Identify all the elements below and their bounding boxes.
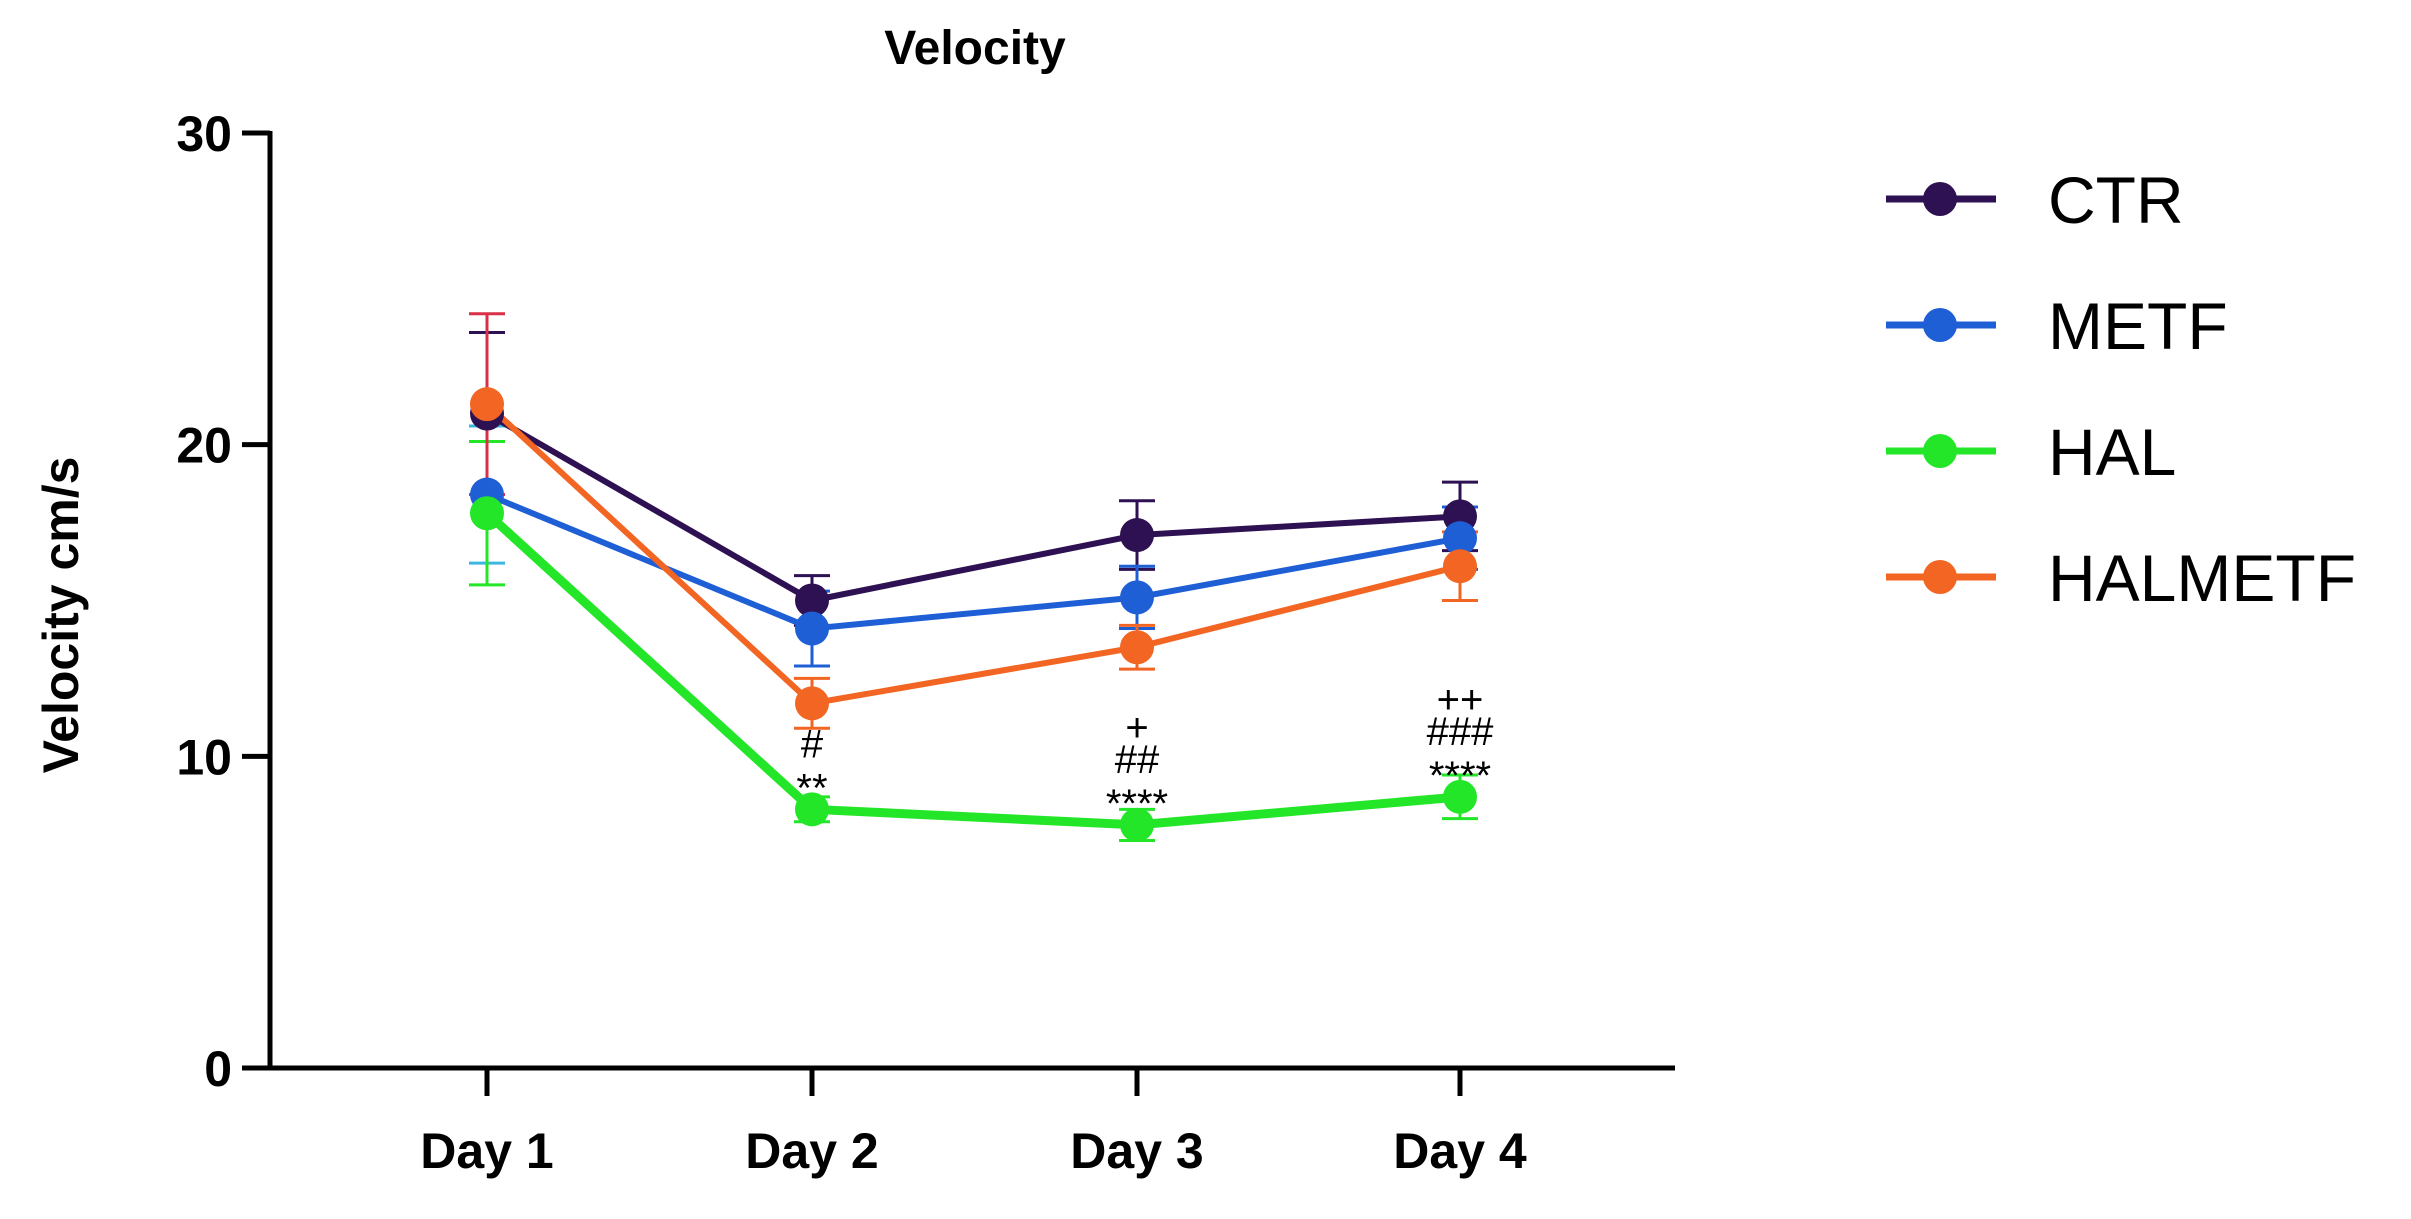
legend-label: CTR xyxy=(2048,163,2184,237)
x-tick-label: Day 2 xyxy=(745,1123,878,1179)
data-point-metf xyxy=(795,611,829,646)
legend-label: HALMETF xyxy=(2048,541,2356,615)
error-bars xyxy=(469,312,1478,842)
data-point-ctr xyxy=(1120,518,1154,553)
legend-item-halmetf: HALMETF xyxy=(1886,541,2356,615)
legend: CTR METF HAL HALMETF xyxy=(1886,163,2356,615)
significance-marker: **** xyxy=(1429,754,1491,798)
y-tick-label: 10 xyxy=(176,729,232,785)
legend-item-metf: METF xyxy=(1886,289,2228,363)
data-point-metf xyxy=(1443,521,1477,556)
series-line-ctr xyxy=(485,410,1461,604)
data-point-metf xyxy=(1120,580,1154,615)
data-point-hal xyxy=(1443,779,1477,814)
y-tick-label: 20 xyxy=(176,418,232,474)
series-line-hal xyxy=(483,509,1461,830)
legend-label: METF xyxy=(2048,289,2228,363)
data-point-halmetf xyxy=(1120,630,1154,665)
significance-marker: ## xyxy=(1115,738,1160,782)
legend-marker xyxy=(1923,434,1957,468)
data-point-halmetf xyxy=(1443,549,1477,584)
y-tick-label: 0 xyxy=(204,1041,232,1097)
axes: 0 10 20 30 Day 1 Day 2 Day 3 Day 4 xyxy=(176,106,1675,1179)
significance-marker: + xyxy=(1125,706,1148,750)
x-tick-label: Day 1 xyxy=(420,1123,553,1179)
series-line-metf xyxy=(485,491,1461,632)
significance-marker: ** xyxy=(796,766,827,810)
data-point-hal xyxy=(1120,807,1154,842)
legend-marker xyxy=(1923,182,1957,216)
significance-marker: **** xyxy=(1106,782,1168,826)
data-point-hal xyxy=(470,496,504,531)
significance-marker: ### xyxy=(1427,710,1494,754)
y-axis-label: Velocity cm/s xyxy=(33,457,89,774)
data-point-ctr xyxy=(795,583,829,618)
legend-item-ctr: CTR xyxy=(1886,163,2184,237)
significance-marker: ++ xyxy=(1437,678,1484,722)
chart-title: Velocity xyxy=(884,22,1066,75)
x-tick-label: Day 4 xyxy=(1393,1123,1527,1179)
legend-item-hal: HAL xyxy=(1886,415,2176,489)
legend-marker xyxy=(1923,560,1957,594)
x-tick-label: Day 3 xyxy=(1070,1123,1203,1179)
series-lines xyxy=(483,401,1461,830)
series-markers xyxy=(470,387,1477,842)
legend-marker xyxy=(1923,308,1957,342)
significance-marker: # xyxy=(801,722,824,766)
series-line-halmetf xyxy=(484,401,1461,707)
legend-label: HAL xyxy=(2048,415,2176,489)
data-point-hal xyxy=(795,792,829,827)
y-tick-label: 30 xyxy=(176,106,232,162)
significance-annotations: #**+##****++###**** xyxy=(796,678,1494,826)
data-point-halmetf xyxy=(470,387,504,422)
data-point-halmetf xyxy=(795,686,829,721)
